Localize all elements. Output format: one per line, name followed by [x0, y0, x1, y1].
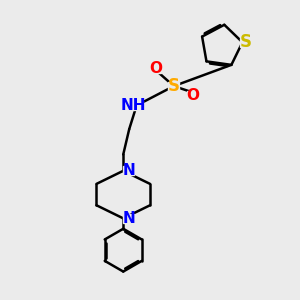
Text: S: S [240, 33, 252, 51]
Text: O: O [149, 61, 162, 76]
Bar [123, 166, 134, 175]
Text: N: N [122, 211, 135, 226]
Bar [240, 38, 252, 47]
Bar [168, 82, 179, 91]
Bar [150, 64, 161, 73]
Bar [123, 214, 134, 223]
Text: S: S [168, 77, 180, 95]
Text: N: N [122, 163, 135, 178]
Text: O: O [187, 88, 200, 103]
Bar [188, 91, 199, 100]
Bar [124, 101, 143, 110]
Text: NH: NH [121, 98, 146, 113]
